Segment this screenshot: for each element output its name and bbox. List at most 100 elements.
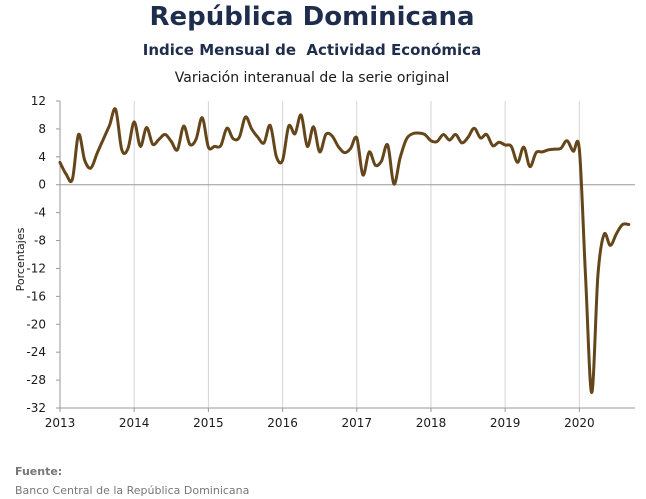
data-point-82 <box>566 139 569 142</box>
data-point-7 <box>102 138 105 141</box>
data-point-74 <box>516 161 519 164</box>
source-text: Banco Central de la República Dominicana <box>15 484 250 497</box>
data-point-91 <box>621 223 624 226</box>
data-point-76 <box>529 165 532 168</box>
y-axis-ticks: 12 8 4 0 -4 -8 -12 -16 -20 -24 -28 -32 <box>26 94 60 415</box>
data-point-73 <box>510 145 513 148</box>
y-tick-label-8: 8 <box>38 122 46 136</box>
data-point-62 <box>442 133 445 136</box>
data-point-63 <box>448 139 451 142</box>
data-point-29 <box>238 136 241 139</box>
data-point-8 <box>108 124 111 127</box>
data-point-80 <box>553 148 556 151</box>
y-tick-label--32: -32 <box>26 401 46 415</box>
data-point-13 <box>139 145 142 148</box>
data-point-88 <box>603 233 606 236</box>
data-point-44 <box>331 135 334 138</box>
data-point-26 <box>219 144 222 147</box>
data-point-42 <box>318 151 321 154</box>
x-tick-label-2016: 2016 <box>267 416 298 430</box>
data-point-12 <box>133 121 136 124</box>
x-tick-label-2015: 2015 <box>193 416 224 430</box>
data-point-4 <box>83 159 86 162</box>
gridlines <box>59 101 580 408</box>
data-point-50 <box>368 151 371 154</box>
data-point-59 <box>423 133 426 136</box>
data-point-40 <box>306 145 309 148</box>
data-point-20 <box>182 125 185 128</box>
data-point-68 <box>479 137 482 140</box>
data-point-54 <box>393 183 396 186</box>
data-point-78 <box>541 151 544 154</box>
data-point-81 <box>559 147 562 150</box>
data-point-45 <box>337 145 340 148</box>
y-tick-label--4: -4 <box>34 206 46 220</box>
data-point-70 <box>491 144 494 147</box>
data-point-55 <box>399 157 402 160</box>
data-point-66 <box>467 136 470 139</box>
x-tick-label-2017: 2017 <box>342 416 373 430</box>
data-point-19 <box>176 148 179 151</box>
data-point-85 <box>584 274 587 277</box>
source-label: Fuente: <box>15 465 63 478</box>
chart-subtitle: Indice Mensual de Actividad Económica <box>142 41 482 59</box>
data-point-32 <box>257 136 260 139</box>
x-axis-ticks: 2013 2014 2015 2016 2017 2018 2019 2020 <box>45 408 595 430</box>
data-point-25 <box>213 145 216 148</box>
data-point-71 <box>498 141 501 144</box>
data-point-52 <box>380 160 383 163</box>
chart-subsubtitle: Variación interanual de la serie origina… <box>174 70 450 86</box>
data-point-92 <box>627 223 630 226</box>
data-point-36 <box>281 159 284 162</box>
y-tick-label--28: -28 <box>26 373 46 387</box>
data-point-86 <box>590 391 593 394</box>
data-point-61 <box>436 140 439 143</box>
series-line-imae <box>58 107 631 395</box>
x-tick-label-2018: 2018 <box>416 416 447 430</box>
x-tick-label-2020: 2020 <box>564 416 595 430</box>
data-point-37 <box>287 125 290 128</box>
y-tick-label-0: 0 <box>38 178 46 192</box>
data-point-34 <box>269 124 272 127</box>
data-point-22 <box>195 138 198 141</box>
data-point-17 <box>164 133 167 136</box>
data-point-69 <box>485 133 488 136</box>
data-point-58 <box>417 132 420 135</box>
data-point-5 <box>90 167 93 170</box>
data-point-57 <box>411 132 414 135</box>
data-point-60 <box>430 139 433 142</box>
data-point-1 <box>65 173 68 176</box>
data-point-6 <box>96 152 99 155</box>
data-point-67 <box>473 127 476 130</box>
y-tick-label-4: 4 <box>38 150 46 164</box>
y-tick-label--24: -24 <box>26 345 46 359</box>
data-point-23 <box>201 116 204 119</box>
data-point-3 <box>77 133 80 136</box>
y-tick-label--8: -8 <box>34 234 46 248</box>
data-point-65 <box>461 142 464 145</box>
data-point-87 <box>597 274 600 277</box>
data-point-39 <box>300 114 303 117</box>
data-point-21 <box>188 143 191 146</box>
x-tick-label-2019: 2019 <box>490 416 521 430</box>
data-point-75 <box>522 146 525 149</box>
data-point-18 <box>170 140 173 143</box>
data-point-10 <box>120 148 123 151</box>
y-tick-label--16: -16 <box>26 289 46 303</box>
data-point-28 <box>232 137 235 140</box>
x-tick-label-2013: 2013 <box>45 416 76 430</box>
data-point-53 <box>386 144 389 147</box>
data-point-24 <box>207 146 210 149</box>
y-tick-label-12: 12 <box>31 94 46 108</box>
data-point-2 <box>71 178 74 181</box>
y-tick-label--20: -20 <box>26 317 46 331</box>
data-point-46 <box>343 151 346 154</box>
x-tick-label-2014: 2014 <box>119 416 150 430</box>
data-point-9 <box>114 108 117 111</box>
line-chart: 12 8 4 0 -4 -8 -12 -16 -20 -24 -28 -32 2013 2014 2015… <box>14 94 635 430</box>
data-point-0 <box>59 161 62 164</box>
data-point-27 <box>226 127 229 130</box>
data-point-77 <box>535 151 538 154</box>
data-point-49 <box>362 174 365 177</box>
data-point-56 <box>405 138 408 141</box>
